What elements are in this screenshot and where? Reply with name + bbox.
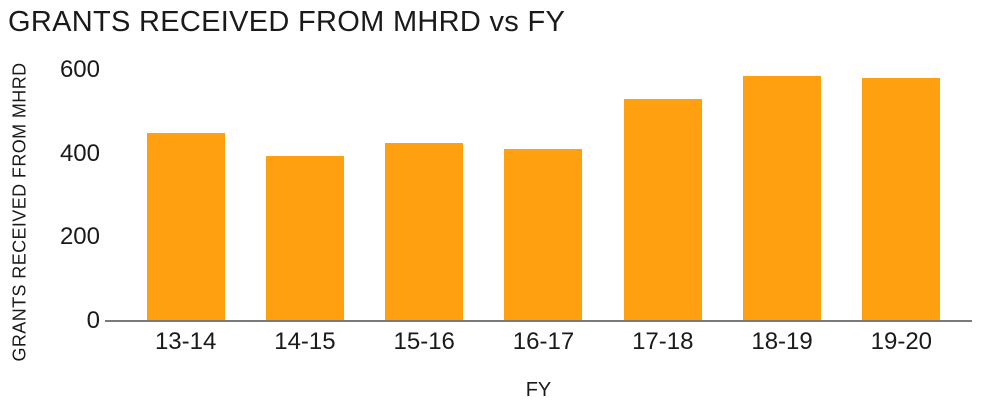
- bar-slot: [245, 70, 364, 321]
- bar-slot: [484, 70, 603, 321]
- bar-slot: [126, 70, 245, 321]
- bar-16-17: [504, 149, 583, 321]
- bars-container: [126, 70, 961, 321]
- x-tick-label: 17-18: [632, 328, 694, 355]
- y-tick-label: 200: [59, 223, 100, 251]
- y-tick-label: 600: [59, 56, 100, 83]
- bar-14-15: [265, 155, 344, 321]
- bar-slot: [722, 70, 841, 321]
- x-axis-ticks: 13-14 14-15 15-16 16-17 17-18 18-19 19-20: [126, 328, 961, 356]
- y-tick-label: 0: [86, 307, 100, 334]
- x-tick-label: 19-20: [870, 328, 933, 355]
- bar-17-18: [623, 99, 702, 321]
- bar-15-16: [385, 143, 464, 321]
- x-tick-label: 15-16: [393, 328, 455, 355]
- x-tick-label: 18-19: [751, 328, 813, 355]
- bar-slot: [842, 70, 961, 321]
- bar-18-19: [743, 76, 822, 321]
- x-tick-label: 13-14: [154, 328, 217, 355]
- x-axis-line: [105, 320, 972, 322]
- chart-title: GRANTS RECEIVED FROM MHRD vs FY: [8, 6, 566, 38]
- x-tick-label: 14-15: [274, 328, 336, 355]
- bar-13-14: [146, 132, 225, 321]
- bar-slot: [603, 70, 722, 321]
- x-axis-title: FY: [525, 379, 552, 401]
- bar-slot: [365, 70, 484, 321]
- y-tick-label: 400: [59, 139, 100, 167]
- bar-19-20: [862, 78, 941, 321]
- x-tick-label: 16-17: [512, 328, 575, 355]
